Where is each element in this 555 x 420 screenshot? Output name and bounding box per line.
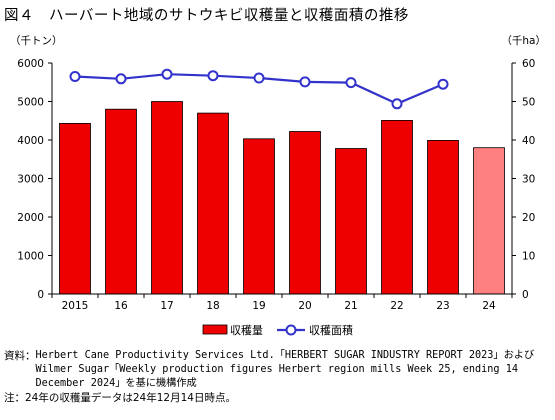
left-tick-label: 3000 (17, 174, 44, 186)
footnotes: 資料： Herbert Cane Productivity Services L… (4, 349, 552, 405)
x-tick-label: 19 (252, 300, 265, 312)
line-point (253, 72, 265, 84)
x-tick-label: 18 (206, 300, 219, 312)
x-tick-label: 22 (390, 300, 403, 312)
x-tick-label: 20 (298, 300, 311, 312)
bar (105, 108, 137, 295)
x-tick-label: 2015 (62, 300, 89, 312)
source-line: Wilmer Sugar「Weekly production figures H… (35, 364, 518, 375)
line-point (391, 98, 403, 110)
source-line: Herbert Cane Productivity Services Ltd.「… (35, 350, 535, 361)
left-tick-label: 2000 (17, 212, 44, 224)
note-text: 24年の収穫量データは24年12月14日時点。 (25, 392, 236, 404)
bar (473, 147, 505, 295)
line-point (299, 76, 311, 88)
x-tick-label: 23 (436, 300, 449, 312)
right-tick-label: 10 (522, 251, 535, 263)
bar (243, 138, 275, 295)
bar (151, 101, 183, 295)
bar (335, 148, 367, 295)
bar (289, 131, 321, 295)
line-point (345, 77, 357, 89)
left-tick-label: 0 (37, 289, 44, 301)
bar (381, 120, 413, 295)
legend: 収穫量 収穫面積 (202, 323, 353, 337)
remark-note: 注： 24年の収穫量データは24年12月14日時点。 (4, 391, 552, 405)
line-point (161, 68, 173, 80)
x-tick-label: 24 (482, 300, 496, 312)
source-label: 資料： (4, 350, 36, 362)
note-label: 注： (4, 392, 25, 404)
source-line: December 2024」を基に機構作成 (35, 378, 197, 389)
bar (427, 139, 459, 295)
right-tick-label: 30 (522, 174, 535, 186)
right-axis-unit: （千ha） (501, 35, 546, 47)
x-tick-label: 17 (160, 300, 173, 312)
legend-bar-label: 収穫量 (230, 324, 263, 337)
left-tick-label: 6000 (17, 58, 44, 70)
bar-series (59, 101, 505, 295)
legend-bar-swatch (202, 324, 228, 335)
chart: （千トン） （千ha） 0 1000 2000 3000 4000 5000 6000 0 10… (10, 35, 546, 337)
source-note: 資料： Herbert Cane Productivity Services L… (4, 349, 552, 391)
bar (197, 112, 229, 295)
right-tick-label: 60 (522, 58, 535, 70)
x-tick-label: 21 (344, 300, 357, 312)
line-point (69, 71, 81, 82)
chart-title: 図４ ハーバート地域のサトウキビ収穫量と収穫面積の推移 (4, 8, 409, 24)
right-tick-label: 0 (522, 289, 529, 301)
line-point (115, 73, 127, 85)
line-point (437, 78, 449, 90)
right-tick-label: 50 (522, 97, 535, 109)
left-tick-label: 4000 (17, 135, 44, 147)
legend-line-marker (285, 324, 297, 336)
line-series (69, 68, 449, 110)
x-tick-label: 16 (114, 300, 128, 312)
legend-line-label: 収穫面積 (309, 323, 353, 337)
right-tick-label: 40 (522, 135, 535, 147)
right-tick-label: 20 (522, 212, 535, 224)
left-axis-unit: （千トン） (10, 35, 63, 47)
left-tick-label: 1000 (17, 251, 44, 263)
bar (59, 123, 91, 295)
left-tick-label: 5000 (17, 97, 44, 109)
line-point (207, 70, 219, 82)
axes: 0 1000 2000 3000 4000 5000 6000 0 10 20 30 40 50 60 20… (17, 58, 535, 312)
